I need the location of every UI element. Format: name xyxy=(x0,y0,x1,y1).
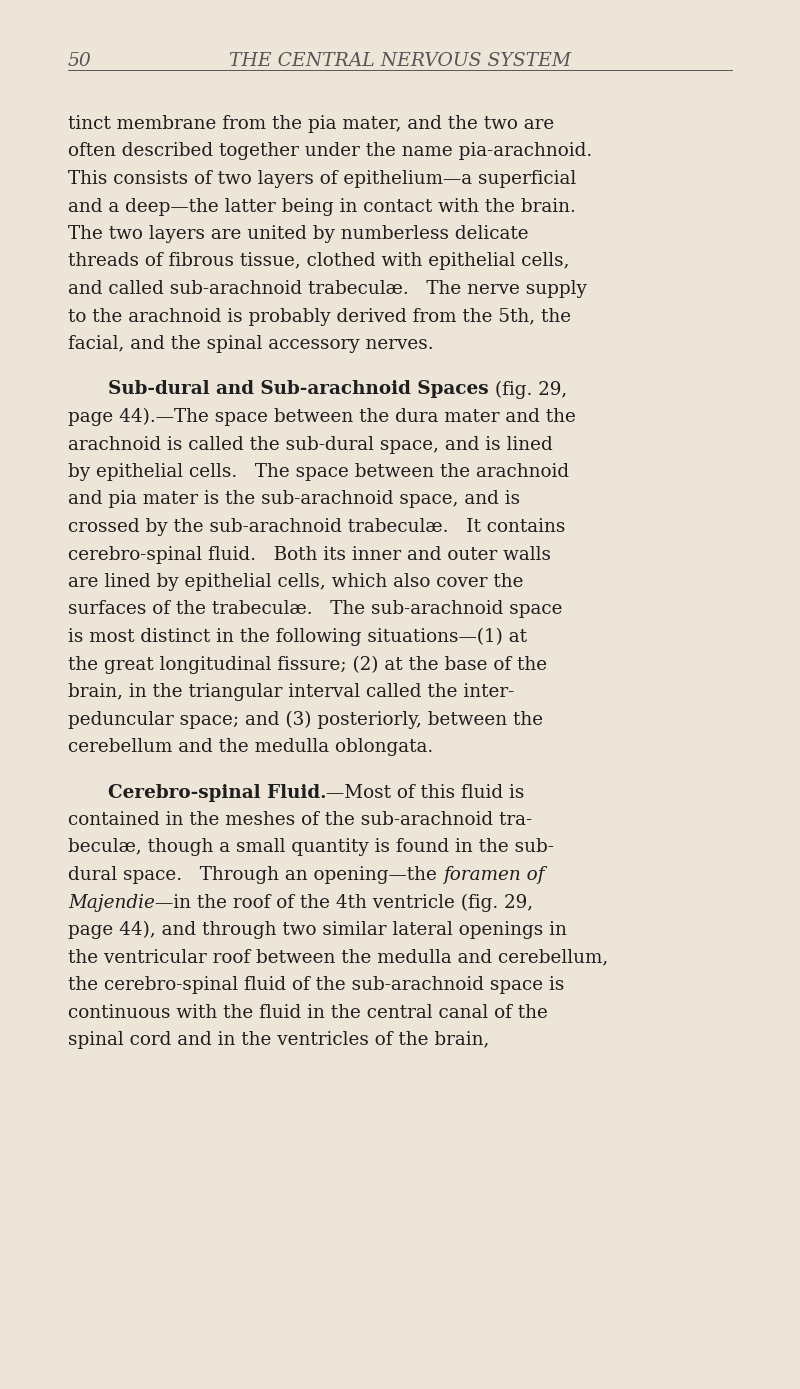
Text: by epithelial cells.   The space between the arachnoid: by epithelial cells. The space between t… xyxy=(68,463,569,481)
Text: Cerebro-spinal Fluid.: Cerebro-spinal Fluid. xyxy=(108,783,326,801)
Text: and a deep—the latter being in contact with the brain.: and a deep—the latter being in contact w… xyxy=(68,197,576,215)
Text: The two layers are united by numberless delicate: The two layers are united by numberless … xyxy=(68,225,529,243)
Text: tinct membrane from the pia mater, and the two are: tinct membrane from the pia mater, and t… xyxy=(68,115,554,133)
Text: crossed by the sub-arachnoid trabeculæ.   It contains: crossed by the sub-arachnoid trabeculæ. … xyxy=(68,518,566,536)
Text: cerebellum and the medulla oblongata.: cerebellum and the medulla oblongata. xyxy=(68,738,434,756)
Text: Majendie: Majendie xyxy=(68,893,155,911)
Text: (fig. 29,: (fig. 29, xyxy=(489,381,567,399)
Text: is most distinct in the following situations—(1) at: is most distinct in the following situat… xyxy=(68,628,527,646)
Text: spinal cord and in the ventricles of the brain,: spinal cord and in the ventricles of the… xyxy=(68,1031,490,1049)
Text: threads of fibrous tissue, clothed with epithelial cells,: threads of fibrous tissue, clothed with … xyxy=(68,253,570,271)
Text: the cerebro-spinal fluid of the sub-arachnoid space is: the cerebro-spinal fluid of the sub-arac… xyxy=(68,976,564,995)
Text: Sub-dural and Sub-arachnoid Spaces: Sub-dural and Sub-arachnoid Spaces xyxy=(108,381,489,399)
Text: to the arachnoid is probably derived from the 5th, the: to the arachnoid is probably derived fro… xyxy=(68,307,571,325)
Text: cerebro-spinal fluid.   Both its inner and outer walls: cerebro-spinal fluid. Both its inner and… xyxy=(68,546,551,564)
Text: 50: 50 xyxy=(68,51,92,69)
Text: foramen of: foramen of xyxy=(442,865,544,883)
Text: brain, in the triangular interval called the inter-: brain, in the triangular interval called… xyxy=(68,683,514,701)
Text: —Most of this fluid is: —Most of this fluid is xyxy=(326,783,525,801)
Text: often described together under the name pia-arachnoid.: often described together under the name … xyxy=(68,143,592,161)
Text: contained in the meshes of the sub-arachnoid tra-: contained in the meshes of the sub-arach… xyxy=(68,811,532,829)
Text: beculæ, though a small quantity is found in the sub-: beculæ, though a small quantity is found… xyxy=(68,839,554,857)
Text: the ventricular roof between the medulla and cerebellum,: the ventricular roof between the medulla… xyxy=(68,949,608,967)
Text: arachnoid is called the sub-dural space, and is lined: arachnoid is called the sub-dural space,… xyxy=(68,436,553,453)
Text: facial, and the spinal accessory nerves.: facial, and the spinal accessory nerves. xyxy=(68,335,434,353)
Text: dural space.   Through an opening—the: dural space. Through an opening—the xyxy=(68,865,442,883)
Text: are lined by epithelial cells, which also cover the: are lined by epithelial cells, which als… xyxy=(68,574,523,590)
Text: —in the roof of the 4th ventricle (fig. 29,: —in the roof of the 4th ventricle (fig. … xyxy=(155,893,533,911)
Text: peduncular space; and (3) posteriorly, between the: peduncular space; and (3) posteriorly, b… xyxy=(68,711,543,729)
Text: surfaces of the trabeculæ.   The sub-arachnoid space: surfaces of the trabeculæ. The sub-arach… xyxy=(68,600,562,618)
Text: THE CENTRAL NERVOUS SYSTEM: THE CENTRAL NERVOUS SYSTEM xyxy=(229,51,571,69)
Text: page 44), and through two similar lateral openings in: page 44), and through two similar latera… xyxy=(68,921,567,939)
Text: and pia mater is the sub-arachnoid space, and is: and pia mater is the sub-arachnoid space… xyxy=(68,490,520,508)
Text: continuous with the fluid in the central canal of the: continuous with the fluid in the central… xyxy=(68,1003,548,1021)
Text: and called sub-arachnoid trabeculæ.   The nerve supply: and called sub-arachnoid trabeculæ. The … xyxy=(68,281,587,299)
Text: the great longitudinal fissure; (2) at the base of the: the great longitudinal fissure; (2) at t… xyxy=(68,656,547,674)
Text: This consists of two layers of epithelium—a superficial: This consists of two layers of epitheliu… xyxy=(68,169,576,188)
Text: page 44).—The space between the dura mater and the: page 44).—The space between the dura mat… xyxy=(68,408,576,426)
